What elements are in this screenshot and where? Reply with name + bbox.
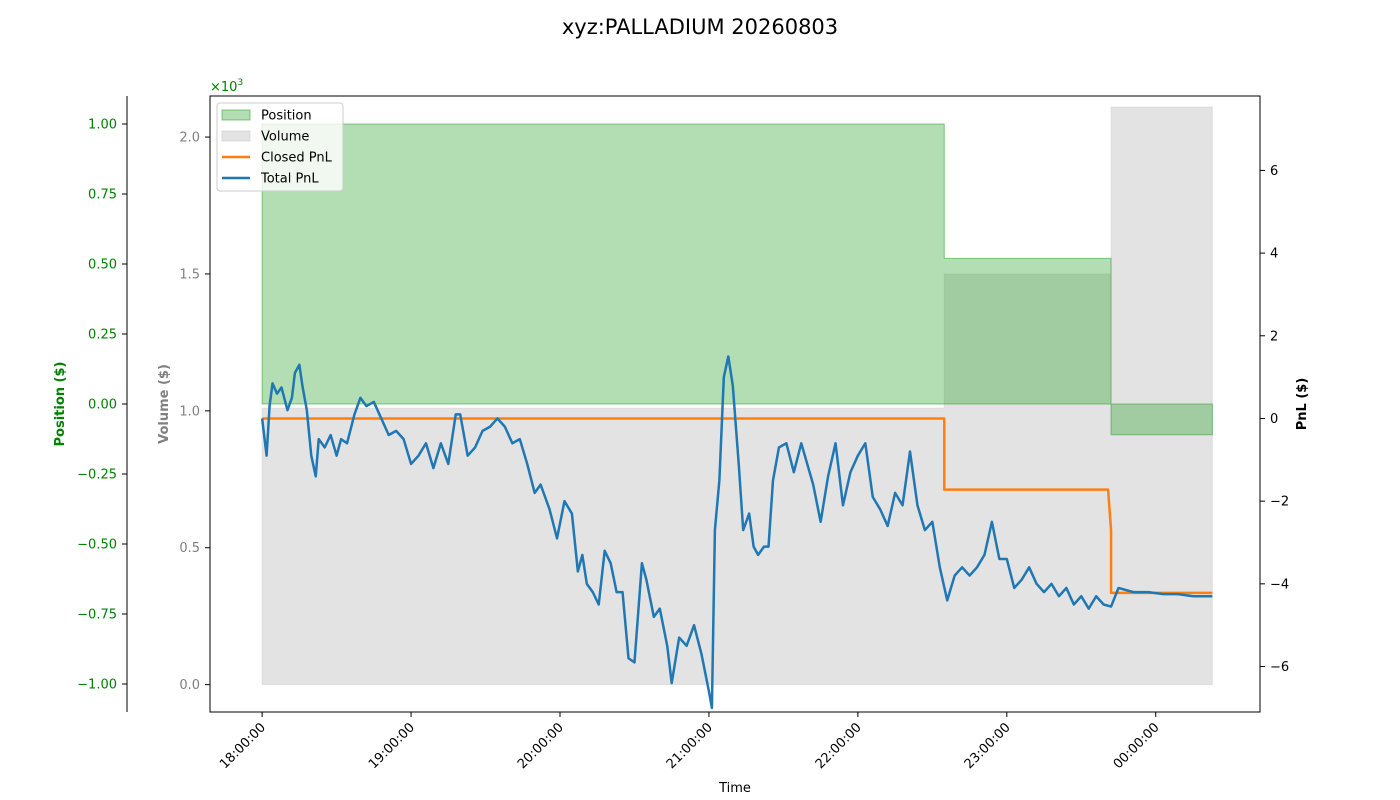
position-scale-label: ×103 [210, 78, 243, 95]
volume-axis-label: Volume ($) [157, 364, 172, 444]
position-tick-label: −0.25 [77, 468, 117, 483]
x-tick-label: 20:00:00 [515, 720, 567, 772]
volume-tick-label: 1.5 [179, 267, 200, 282]
legend: Position Volume Closed PnL Total PnL [216, 102, 344, 192]
position-tick-label: −0.50 [77, 538, 117, 553]
closed-pnl-line [262, 417, 1213, 595]
plot-area [260, 106, 1213, 710]
position-tick-label: −1.00 [77, 678, 117, 693]
legend-label-total-pnl: Total PnL [260, 172, 319, 187]
x-tick-label: 00:00:00 [1111, 720, 1163, 772]
total-pnl-line [260, 355, 1213, 710]
legend-swatch-volume [221, 130, 251, 142]
position-area [261, 123, 1213, 436]
volume-tick-label: 2.0 [179, 131, 200, 146]
x-tick-label: 21:00:00 [664, 720, 716, 772]
legend-label-closed-pnl: Closed PnL [261, 151, 333, 166]
pnl-tick-label: −4 [1270, 577, 1289, 592]
volume-tick-label: 0.5 [179, 541, 200, 556]
x-tick-label: 19:00:00 [366, 720, 418, 772]
pnl-tick-label: −2 [1270, 495, 1289, 510]
position-tick-label: 1.00 [88, 118, 117, 133]
x-tick-label: 23:00:00 [962, 720, 1014, 772]
x-tick-label: 22:00:00 [813, 720, 865, 772]
pnl-tick-label: 6 [1270, 164, 1278, 179]
pnl-axis-label: PnL ($) [1295, 378, 1310, 431]
position-tick-label: 0.25 [88, 328, 117, 343]
pnl-tick-label: 2 [1270, 329, 1278, 344]
pnl-tick-label: 4 [1270, 247, 1278, 262]
volume-tick-label: 0.0 [179, 678, 200, 693]
legend-label-volume: Volume [261, 130, 309, 145]
position-tick-label: 0.00 [88, 398, 117, 413]
position-tick-label: 0.75 [88, 188, 117, 203]
x-tick-label: 18:00:00 [217, 720, 269, 772]
x-axis-label: Time [718, 781, 751, 796]
legend-label-position: Position [261, 109, 312, 124]
position-tick-label: −0.75 [77, 608, 117, 623]
position-tick-label: 0.50 [88, 258, 117, 273]
plot-frame [209, 95, 1261, 713]
chart-title: xyz:PALLADIUM 20260803 [562, 15, 838, 39]
legend-box [216, 102, 344, 192]
position-axis-label: Position ($) [53, 362, 68, 447]
volume-tick-label: 1.0 [179, 404, 200, 419]
pnl-tick-label: 0 [1270, 412, 1278, 427]
legend-swatch-position [221, 109, 251, 121]
pnl-tick-label: −6 [1270, 660, 1289, 675]
